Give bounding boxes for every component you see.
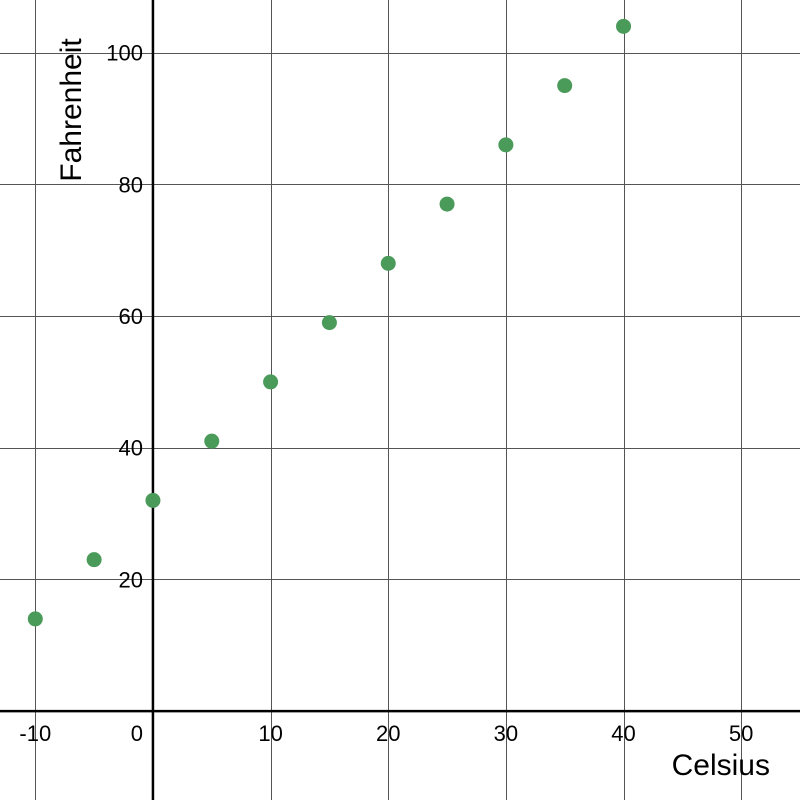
data-point [380, 255, 396, 271]
data-point [27, 611, 43, 627]
data-points [27, 18, 632, 627]
y-tick-label: 60 [118, 304, 142, 329]
data-point [557, 78, 573, 94]
y-tick-label: 100 [106, 41, 143, 66]
x-tick-label: 40 [611, 721, 635, 746]
y-tick-label: 20 [118, 567, 142, 592]
x-tick-label: -10 [19, 721, 51, 746]
data-point [86, 552, 102, 568]
data-point [498, 137, 514, 153]
data-point [145, 492, 161, 508]
data-point [204, 433, 220, 449]
data-point [616, 18, 632, 34]
x-tick-label: 50 [729, 721, 753, 746]
y-tick-label: 80 [118, 172, 142, 197]
data-point [321, 315, 337, 331]
y-axis-title: Fahrenheit [55, 38, 88, 182]
x-tick-label: 10 [258, 721, 282, 746]
x-tick-label: 30 [494, 721, 518, 746]
data-point [439, 196, 455, 212]
x-axis-title: Celsius [672, 749, 770, 782]
tick-labels: -10 0 10 20 30 40 50 20 40 60 80 100 [19, 41, 753, 746]
y-tick-label: 40 [118, 436, 142, 461]
data-point [263, 374, 279, 390]
x-tick-label: 0 [131, 721, 143, 746]
x-tick-label: 20 [376, 721, 400, 746]
